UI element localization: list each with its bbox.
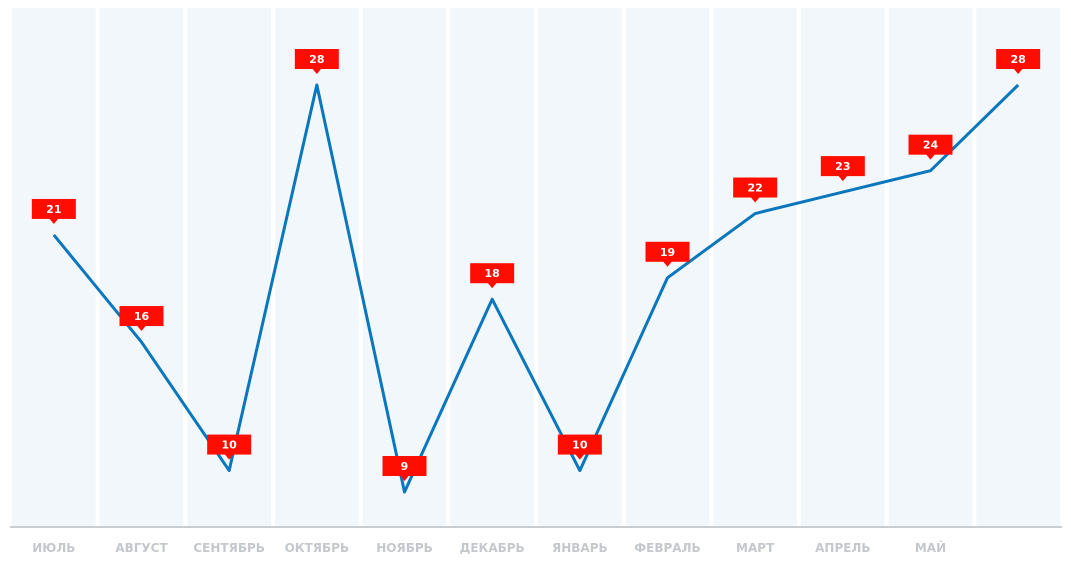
value-label: 24 [923, 139, 939, 152]
x-tick-label: АВГУСТ [115, 541, 168, 555]
column-band [275, 8, 359, 527]
value-label: 22 [748, 182, 763, 195]
value-label: 18 [485, 267, 500, 280]
column-band [888, 8, 973, 527]
x-tick-label: АПРЕЛЬ [815, 541, 870, 555]
x-tick-label: СЕНТЯБРЬ [193, 541, 265, 555]
column-band [801, 8, 885, 527]
value-label: 10 [572, 439, 588, 452]
value-label-box [996, 49, 1041, 69]
value-label-box [908, 134, 953, 155]
value-label-pointer [311, 68, 322, 74]
x-tick-label: МАРТ [736, 541, 775, 555]
value-label-box [557, 434, 602, 455]
value-label-pointer [1013, 68, 1024, 74]
x-tick-label: МАЙ [915, 540, 946, 555]
value-label: 21 [46, 203, 61, 216]
value-label: 10 [222, 439, 238, 452]
value-label-box [294, 49, 339, 69]
x-tick-label: ФЕВРАЛЬ [634, 541, 700, 555]
column-band [713, 8, 797, 527]
value-label-pointer [48, 217, 59, 224]
column-band [625, 8, 710, 527]
value-label-box [119, 306, 164, 327]
column-band [362, 8, 447, 527]
column-band [976, 8, 1060, 527]
value-label-pointer [925, 153, 936, 160]
value-label-box [207, 434, 252, 455]
value-label-box [31, 198, 76, 219]
value-label-pointer [837, 175, 848, 182]
value-label-box [382, 456, 427, 476]
value-label-pointer [487, 282, 498, 289]
column-band [99, 8, 184, 527]
value-label: 19 [660, 246, 675, 259]
value-label: 28 [309, 53, 324, 66]
x-tick-label: ИЮЛЬ [32, 541, 75, 555]
column-band [12, 8, 96, 527]
value-label-box [645, 241, 690, 262]
value-label-pointer [662, 260, 673, 267]
value-label: 23 [835, 160, 850, 173]
value-label-pointer [750, 196, 761, 203]
value-label-pointer [399, 475, 410, 481]
value-label-box [470, 263, 515, 284]
value-label-box [733, 177, 778, 198]
x-tick-label: НОЯБРЬ [376, 541, 433, 555]
value-label: 9 [401, 460, 409, 473]
value-label-pointer [574, 453, 585, 460]
value-label: 16 [134, 310, 150, 323]
x-tick-label: ЯНВАРЬ [552, 541, 608, 555]
value-label-box [820, 156, 865, 177]
value-label-pointer [136, 325, 147, 332]
value-label: 28 [1011, 53, 1026, 66]
value-label-pointer [224, 453, 235, 460]
x-tick-label: ДЕКАБРЬ [460, 541, 525, 555]
x-tick-label: ОКТЯБРЬ [285, 541, 350, 555]
